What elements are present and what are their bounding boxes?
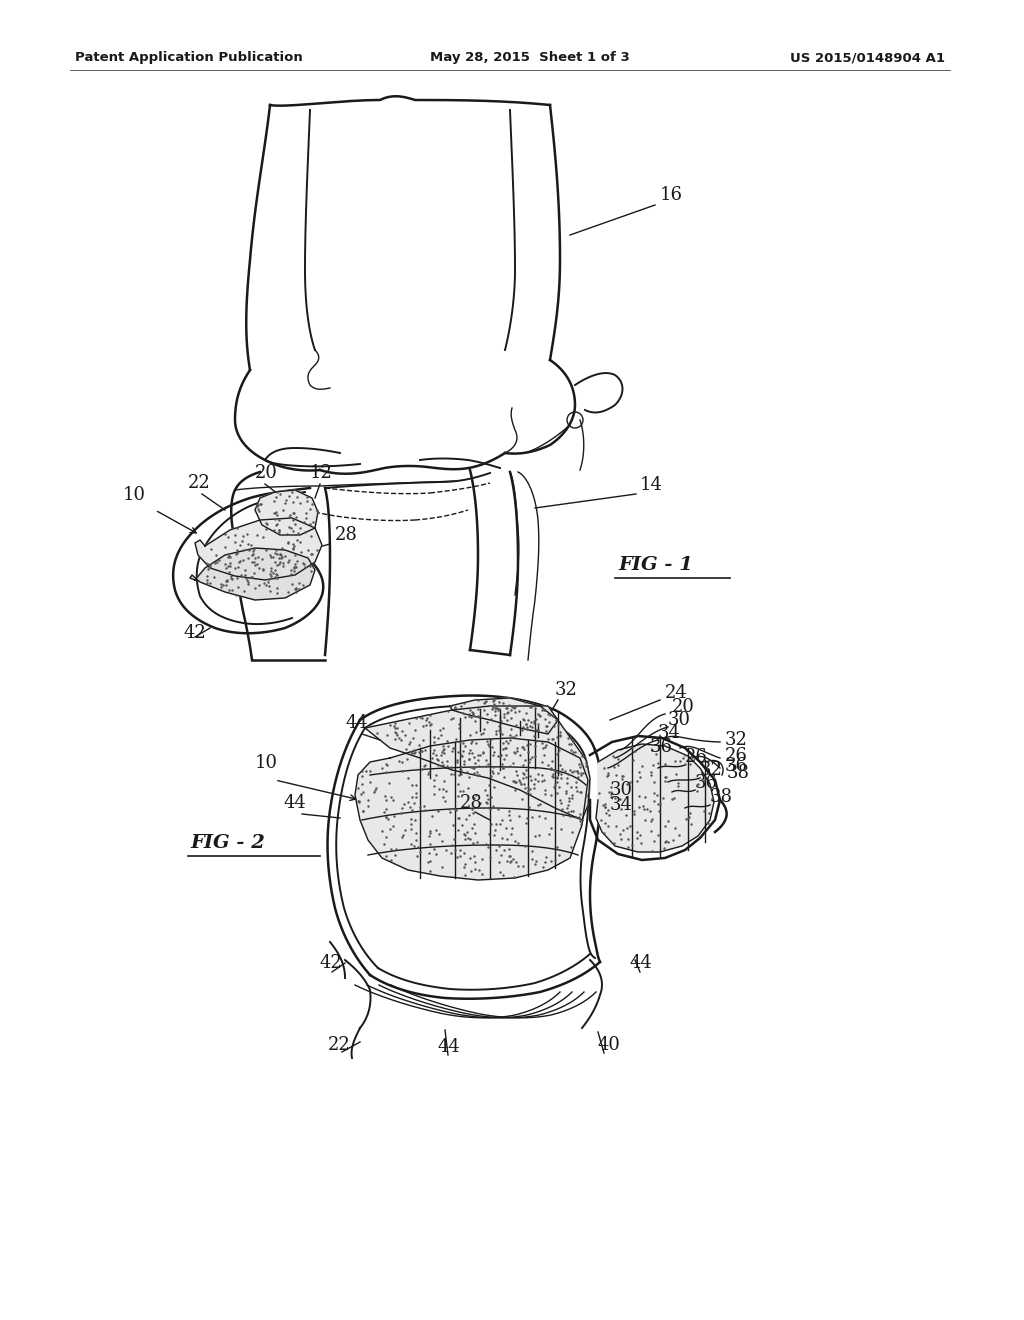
Text: 10: 10 [123, 486, 146, 504]
Text: 16: 16 [660, 186, 683, 205]
Text: 30: 30 [610, 781, 633, 799]
Text: 38: 38 [710, 788, 733, 807]
Text: 36: 36 [650, 738, 673, 756]
Text: 22: 22 [188, 474, 211, 492]
Text: FIG - 2: FIG - 2 [190, 834, 265, 851]
Text: 42: 42 [319, 954, 343, 972]
Text: 32: 32 [725, 731, 748, 748]
Text: 28: 28 [335, 525, 357, 544]
Text: 26: 26 [725, 747, 748, 766]
Text: 32: 32 [700, 762, 723, 779]
Text: 12: 12 [310, 465, 333, 482]
Polygon shape [355, 738, 588, 880]
Polygon shape [596, 744, 714, 851]
Text: May 28, 2015  Sheet 1 of 3: May 28, 2015 Sheet 1 of 3 [430, 51, 630, 65]
Text: FIG - 1: FIG - 1 [618, 556, 693, 574]
Text: 44: 44 [345, 714, 368, 733]
Text: 22: 22 [328, 1036, 351, 1053]
Text: 34: 34 [658, 723, 681, 742]
Text: US 2015/0148904 A1: US 2015/0148904 A1 [790, 51, 945, 65]
Polygon shape [190, 548, 315, 601]
Text: 44: 44 [283, 795, 306, 812]
Text: 30: 30 [668, 711, 691, 729]
Text: 24: 24 [665, 684, 688, 702]
Polygon shape [365, 706, 590, 820]
Text: 28: 28 [460, 795, 483, 812]
Text: 26: 26 [685, 748, 708, 766]
Text: 44: 44 [630, 954, 652, 972]
Polygon shape [255, 490, 318, 535]
Text: 36: 36 [695, 774, 718, 792]
Text: 38: 38 [727, 764, 750, 781]
Text: 42: 42 [183, 624, 206, 642]
Text: 40: 40 [598, 1036, 621, 1053]
Text: 36: 36 [725, 756, 748, 775]
Text: 10: 10 [255, 754, 278, 772]
Text: 20: 20 [255, 465, 278, 482]
Text: 44: 44 [438, 1038, 461, 1056]
Polygon shape [195, 517, 322, 579]
Text: 20: 20 [672, 698, 695, 715]
Text: 34: 34 [610, 796, 633, 814]
Text: 14: 14 [640, 477, 663, 494]
Text: 32: 32 [555, 681, 578, 700]
Polygon shape [450, 698, 558, 734]
Text: Patent Application Publication: Patent Application Publication [75, 51, 303, 65]
